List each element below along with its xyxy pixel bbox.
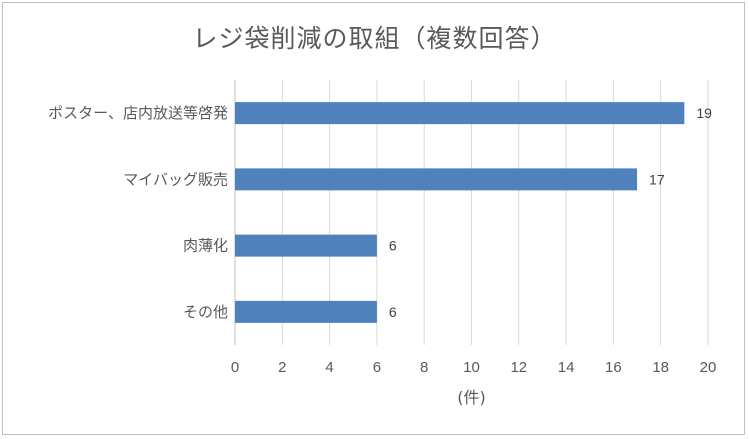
category-label: その他 [183,303,228,321]
x-axis-title: (件) [457,388,486,407]
x-tick-label: 2 [278,359,286,376]
bar [235,234,377,257]
x-tick-label: 14 [558,359,575,376]
chart-frame: レジ袋削減の取組（複数回答） [2,2,745,435]
x-tick-label: 8 [420,359,428,376]
x-tick-label: 10 [463,359,480,376]
chart-title: レジ袋削減の取組（複数回答） [192,24,557,53]
category-label: マイバッグ販売 [123,170,228,188]
data-label: 19 [696,105,712,121]
x-tick-label: 0 [231,359,239,376]
bar [235,168,638,191]
data-label: 6 [389,238,397,254]
data-label: 6 [389,304,397,320]
x-tick-label: 12 [510,359,527,376]
data-label: 17 [649,171,665,187]
x-tick-label: 16 [605,359,622,376]
x-tick-label: 6 [373,359,381,376]
x-tick-label: 18 [652,359,669,376]
x-tick-label: 20 [700,359,717,376]
category-label: 肉薄化 [183,237,228,255]
bar [235,300,377,323]
bar [235,102,685,125]
category-label: ポスター、店内放送等啓発 [48,104,228,122]
x-tick-label: 4 [325,359,333,376]
